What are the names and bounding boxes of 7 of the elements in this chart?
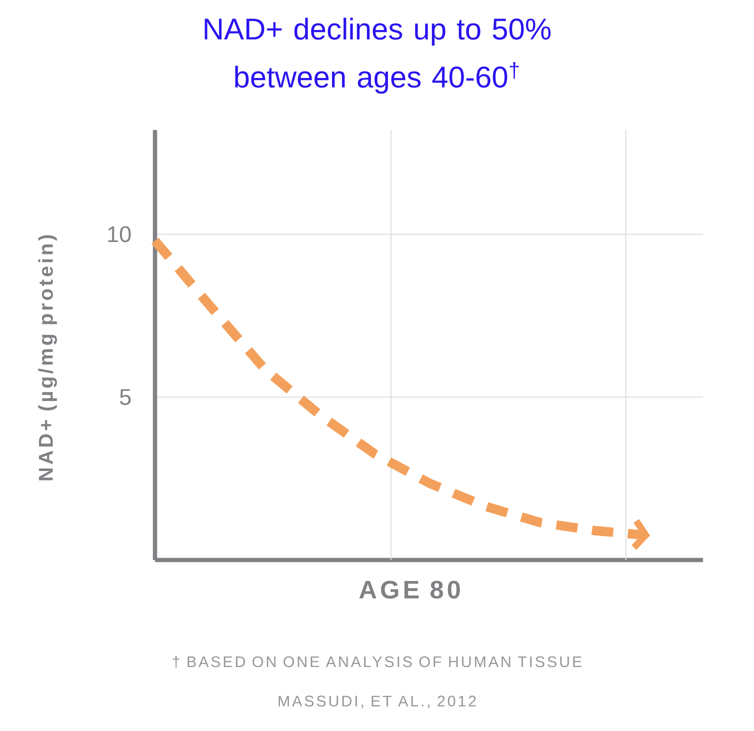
text: MASSUDI, ET AL., 2012 bbox=[278, 696, 476, 708]
x-axis-title: AGE 80 bbox=[359, 580, 460, 599]
y-tick-label: 5 bbox=[120, 389, 131, 406]
chart-title: NAD+ declines up to 50% between ages 40-60$^{†}$ bbox=[204, 18, 551, 94]
text: † BASED ON ONE ANALYSIS OF HUMAN TISSUE bbox=[172, 656, 582, 668]
y-axis-title: NAD+ (µg/mg protein) bbox=[38, 235, 57, 480]
y-tick-label: 10 bbox=[108, 226, 131, 242]
